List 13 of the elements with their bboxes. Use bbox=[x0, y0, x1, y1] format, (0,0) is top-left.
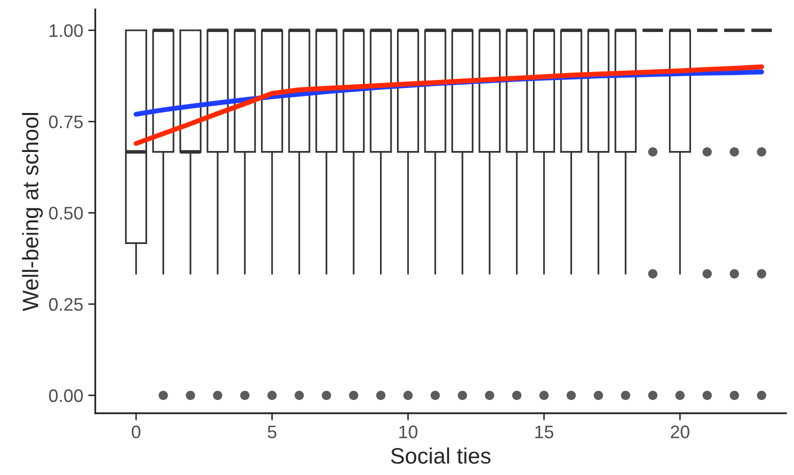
x-tick-label: 15 bbox=[535, 426, 554, 438]
x-tick-label: 0 bbox=[132, 426, 140, 438]
y-tick-label: 0.75 bbox=[49, 116, 83, 128]
y-tick-label: 0.00 bbox=[49, 389, 83, 402]
line-series bbox=[134, 64, 764, 146]
y-tick-label: 0.25 bbox=[49, 298, 83, 311]
y-axis-title: Well-being at school bbox=[22, 113, 43, 312]
x-tick-label: 5 bbox=[268, 426, 276, 438]
y-tick-label: 1.00 bbox=[50, 24, 83, 38]
y-tick-label: 0.50 bbox=[49, 206, 83, 220]
x-tick-label: 10 bbox=[399, 426, 418, 438]
x-tick-label: 20 bbox=[670, 426, 690, 438]
x-axis-title: Social ties bbox=[391, 447, 491, 464]
